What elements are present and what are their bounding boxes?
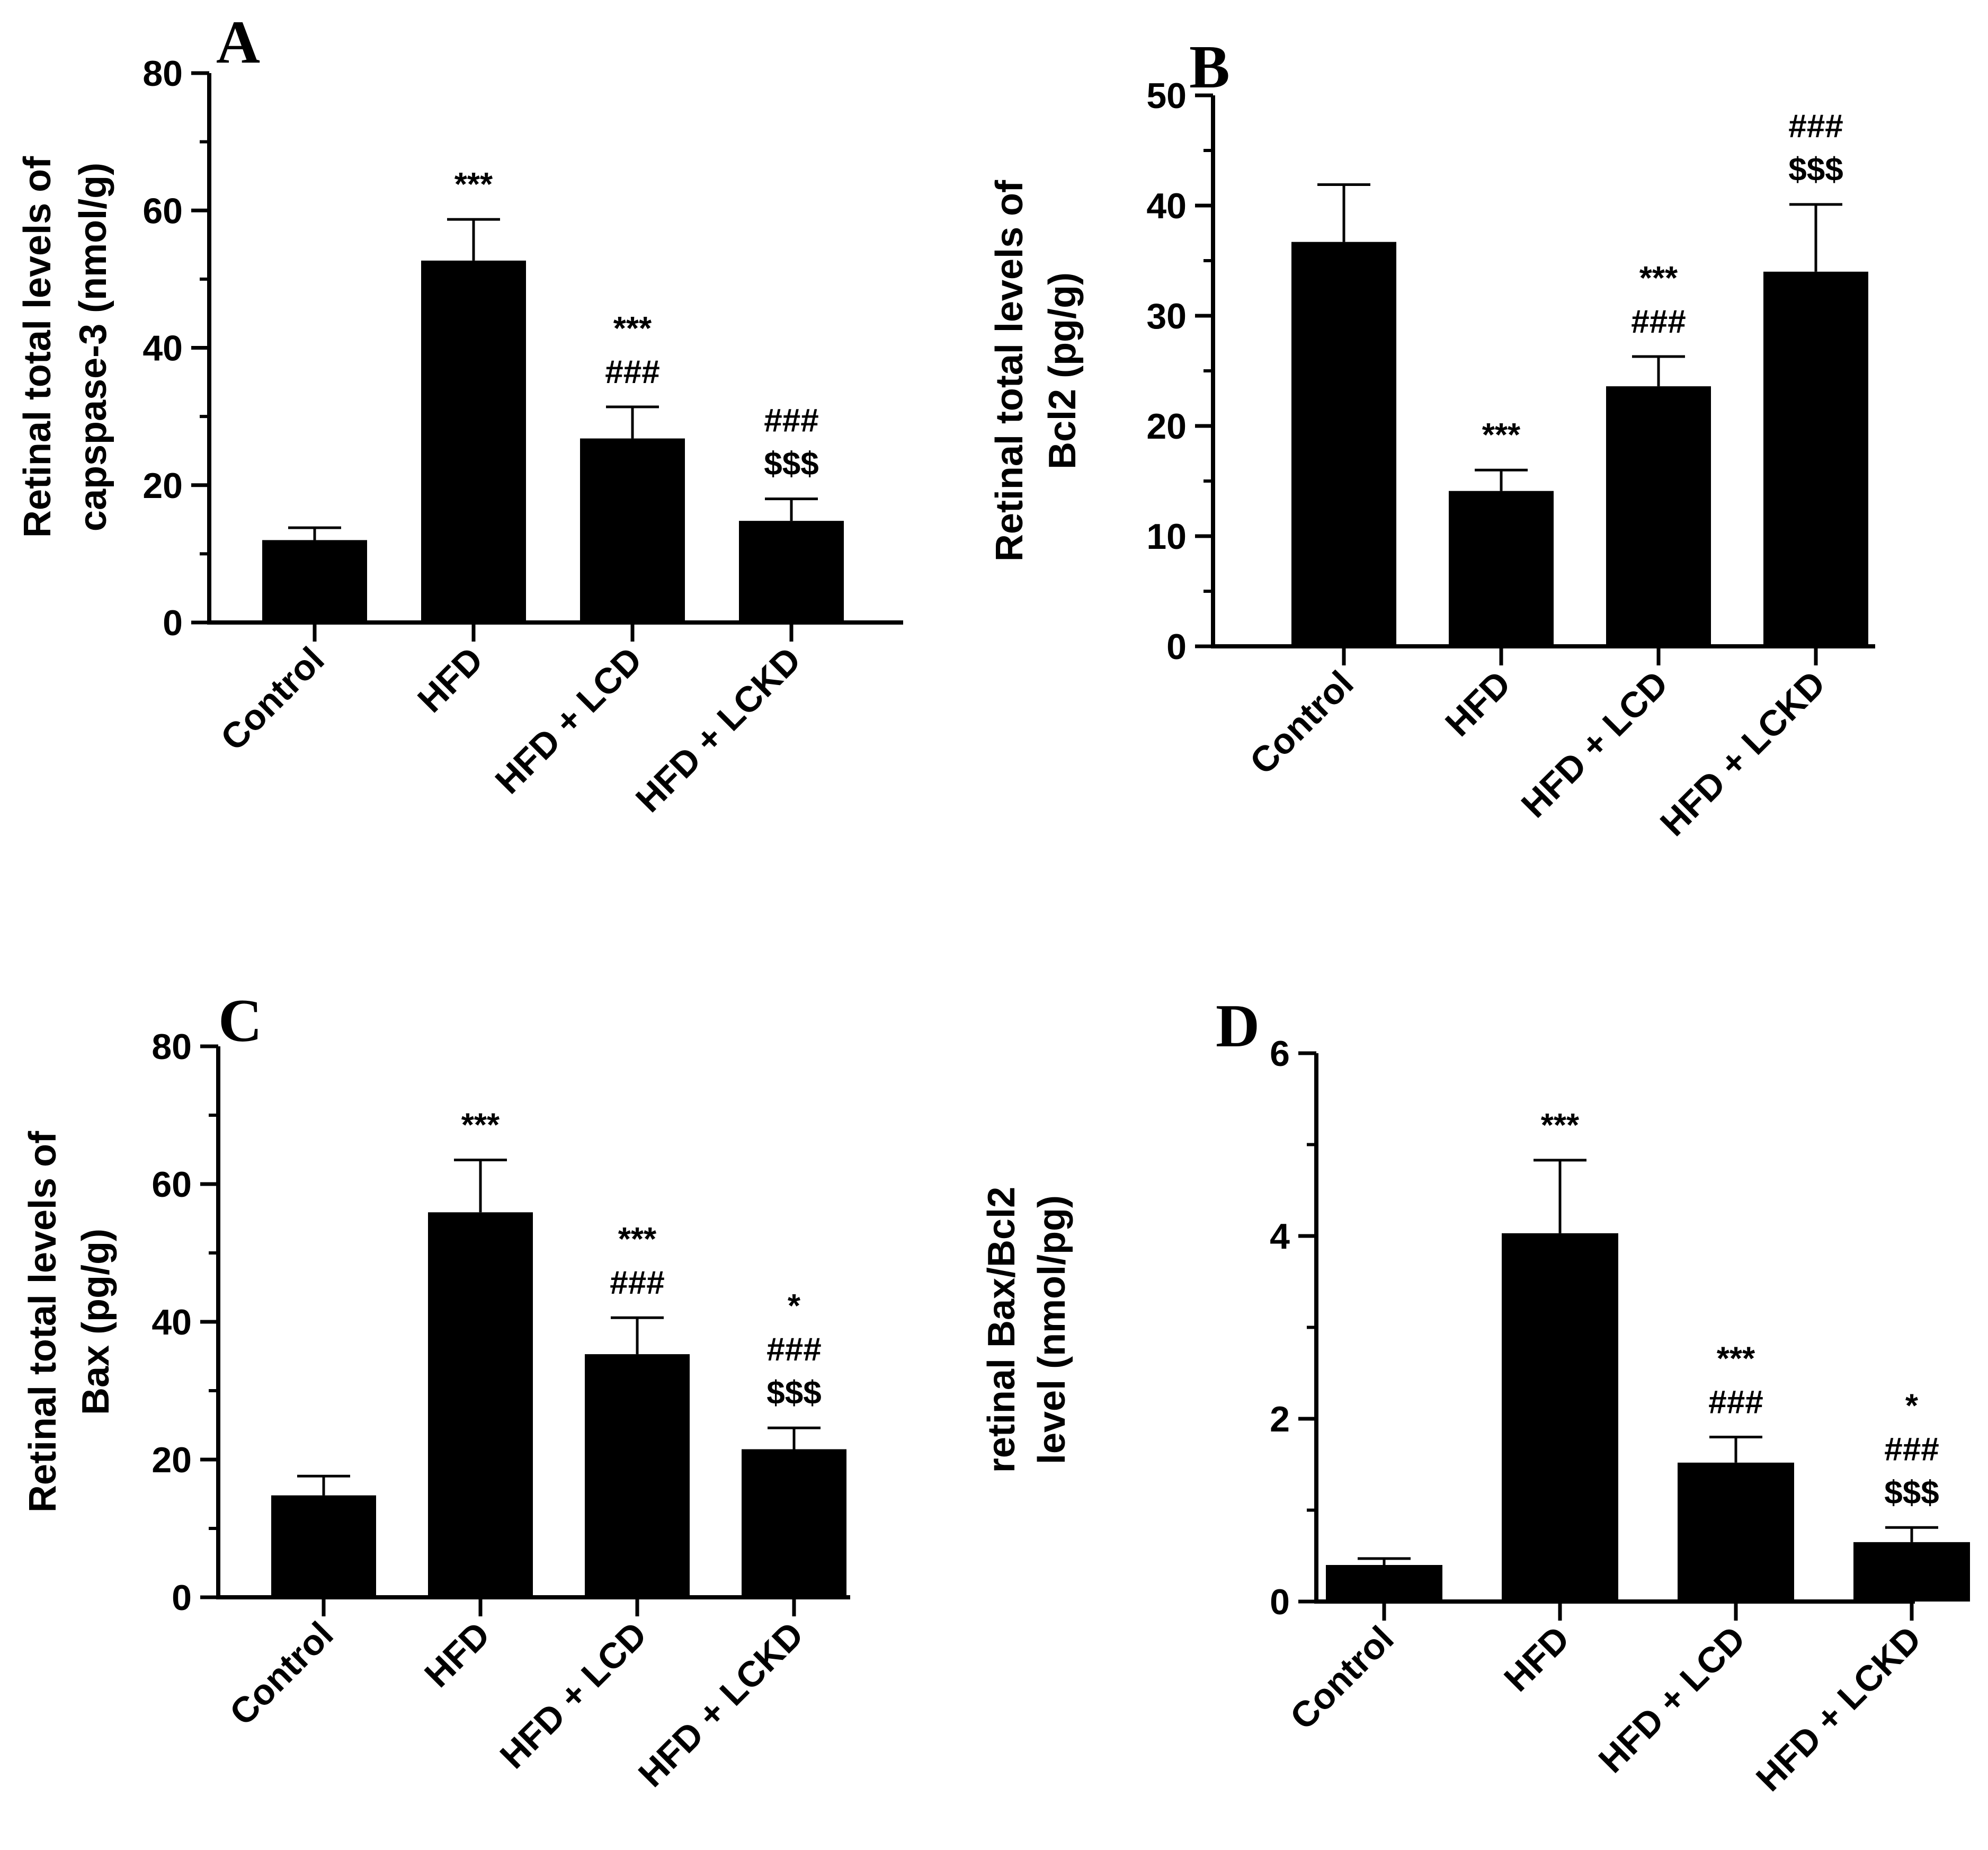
y-tick-label: 40 [151,1302,192,1342]
significance-annotation: $$$ [764,446,818,483]
y-tick-label: 20 [142,466,183,506]
significance-annotation: ### [1631,304,1686,340]
significance-annotation: ### [605,354,659,390]
significance-annotation: ### [1788,108,1843,145]
category-label: HFD + LCKD [628,639,809,820]
y-tick-label: 50 [1146,76,1187,116]
bar-hfd-lcd [1678,1462,1794,1602]
category-label: Control [1242,663,1361,782]
significance-annotation: * [1905,1388,1919,1424]
chart-panel-d: D 0 2 4 6 retinal Bax/Bcl2 level (nmol/pg) Cont… [980,992,1970,1799]
bar-hfd [421,260,526,623]
bar-hfd-lcd [580,438,685,622]
bar-control [262,540,367,622]
chart-panel-c: C 0 20 40 60 80 Retinal total levels of Bax (pg… [22,987,850,1795]
category-label: HFD + LCKD [631,1614,812,1795]
y-tick-label: 10 [1146,517,1187,557]
significance-annotation: $$$ [766,1375,821,1411]
significance-annotation: $$$ [1884,1474,1939,1511]
y-tick-label: 60 [142,191,183,231]
significance-annotation: *** [461,1107,500,1144]
significance-annotation: ### [764,403,818,439]
significance-annotation: ### [766,1331,821,1368]
bar-control [1291,242,1396,646]
y-tick-label: 30 [1146,296,1187,336]
y-tick-label: 4 [1270,1216,1290,1257]
significance-annotation: *** [618,1221,657,1258]
significance-annotation: *** [1639,260,1678,297]
y-axis-label: Bax (pg/g) [75,1229,117,1415]
category-label: HFD [1496,1618,1577,1700]
category-label: Control [222,1614,341,1733]
y-tick-label: 0 [172,1578,192,1618]
significance-annotation: *** [454,166,493,203]
y-tick-label: 6 [1270,1034,1290,1074]
significance-annotation: *** [1482,417,1521,453]
category-label: HFD [410,639,491,721]
bar-hfd [1502,1233,1618,1602]
bar-hfd-lckd [742,1449,846,1597]
y-axis-label: Retinal total levels of [16,156,59,538]
category-label: Control [213,639,332,759]
category-label: HFD + LCD [1591,1618,1753,1781]
category-label: Control [1282,1618,1402,1738]
y-tick-label: 0 [1270,1582,1290,1622]
bar-hfd-lckd [739,521,844,622]
bar-hfd-lcd [585,1354,690,1597]
y-tick-label: 60 [151,1164,192,1205]
y-tick-label: 80 [151,1027,192,1067]
significance-annotation: *** [613,310,652,347]
significance-annotation: ### [610,1265,664,1301]
chart-panel-a: A 0 20 40 60 80 Retinal total levels of capspas… [16,8,903,820]
significance-annotation: ### [1884,1431,1939,1467]
bar-hfd [428,1212,533,1597]
category-label: HFD + LCD [1513,663,1675,825]
panel-letter: A [216,8,260,76]
bar-hfd-lckd [1763,271,1868,646]
y-axis-label: Bcl2 (pg/g) [1041,272,1084,469]
y-tick-label: 80 [142,54,183,94]
y-axis-label: Retinal total levels of [988,180,1031,562]
y-tick-label: 2 [1270,1399,1290,1439]
chart-panel-b: B 0 10 20 30 40 50 Retinal total levels of Bcl2 … [988,33,1875,844]
y-tick-label: 0 [163,603,183,643]
y-axis-label: level (nmol/pg) [1031,1195,1073,1464]
category-label: HFD [417,1614,498,1695]
category-label: HFD + LCKD [1749,1618,1929,1799]
y-tick-label: 20 [151,1440,192,1480]
category-label: HFD + LCD [492,1614,654,1776]
panel-letter: B [1189,33,1230,101]
category-label: HFD + LCD [487,639,649,802]
significance-annotation: ### [1708,1384,1763,1421]
y-axis-label: retinal Bax/Bcl2 [980,1187,1023,1473]
category-label: HFD [1438,663,1519,744]
y-tick-label: 40 [142,328,183,369]
category-label: HFD + LCKD [1653,663,1833,844]
significance-annotation: *** [1541,1107,1580,1144]
y-tick-label: 20 [1146,406,1187,447]
significance-annotation: * [788,1288,801,1324]
panel-letter: C [218,987,262,1054]
y-axis-label: capspase-3 (nmol/g) [72,163,114,531]
y-tick-label: 0 [1166,627,1187,667]
bar-hfd-lckd [1853,1542,1970,1602]
bar-control [271,1495,376,1597]
y-tick-label: 40 [1146,186,1187,226]
bar-control [1326,1565,1442,1602]
panel-letter: D [1216,992,1260,1060]
significance-annotation: $$$ [1788,152,1843,188]
bar-hfd-lcd [1606,386,1711,646]
bar-hfd [1449,491,1554,646]
significance-annotation: *** [1717,1341,1755,1377]
y-axis-label: Retinal total levels of [22,1131,64,1513]
